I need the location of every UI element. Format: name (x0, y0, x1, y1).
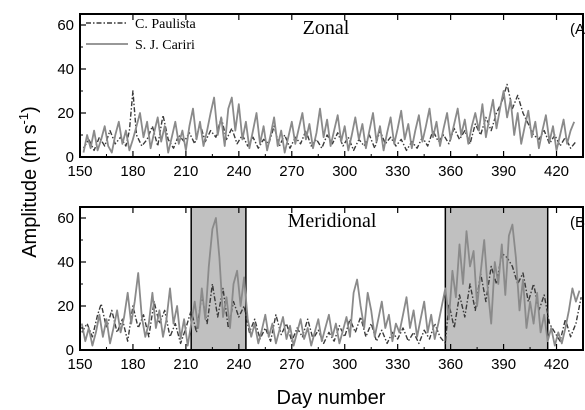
x-tick-label: 360 (438, 356, 463, 373)
x-tick-label: 300 (332, 356, 357, 373)
y-tick-label: 40 (57, 61, 74, 78)
legend-label-cariri: S. J. Cariri (135, 38, 195, 53)
y-tick-label: 0 (66, 342, 74, 359)
x-tick-label: 180 (120, 356, 145, 373)
x-tick-label: 270 (279, 356, 304, 373)
y-tick-label: 0 (66, 149, 74, 166)
panel-a-label: (A) (570, 21, 585, 38)
panel-b-label: (B) (570, 214, 585, 231)
y-tick-label: 20 (57, 298, 74, 315)
y-tick-label: 40 (57, 254, 74, 271)
axis-ticks: 150 180 210 240 270 300 330 360 390 420 0 20 40 60 (57, 14, 569, 180)
x-tick-label: 270 (279, 163, 304, 180)
x-tick-label: 390 (491, 356, 516, 373)
legend-label-paulista: C. Paulista (135, 17, 196, 32)
series-line-paulista (82, 83, 577, 152)
series-line-cariri (80, 217, 581, 347)
legend: C. Paulista S. J. Cariri (86, 17, 196, 53)
x-tick-label: 150 (67, 163, 92, 180)
x-tick-label: 420 (544, 163, 569, 180)
x-tick-label: 180 (120, 163, 145, 180)
shaded-ranges (190, 206, 549, 351)
panel-meridional-frame (79, 206, 584, 351)
x-axis-label: Day number (277, 387, 386, 409)
y-tick-label: 60 (57, 17, 74, 34)
panel-meridional: 150 180 210 240 270 300 330 360 390 420 0 20 40 60 Me… (57, 206, 585, 373)
panel-zonal-frame (79, 13, 584, 158)
x-tick-label: 240 (226, 163, 251, 180)
shaded-range-1 (190, 206, 247, 351)
series-line-cariri (82, 90, 576, 154)
x-tick-label: 330 (385, 356, 410, 373)
panel-zonal-title: Zonal (303, 17, 350, 39)
axis-ticks: 150 180 210 240 270 300 330 360 390 420 0 20 40 60 (57, 207, 569, 373)
x-tick-label: 240 (226, 356, 251, 373)
x-tick-label: 420 (544, 356, 569, 373)
x-tick-label: 330 (385, 163, 410, 180)
y-tick-label: 20 (57, 105, 74, 122)
y-tick-label: 60 (57, 210, 74, 227)
series-group (82, 83, 577, 154)
x-tick-label: 360 (438, 163, 463, 180)
x-tick-label: 210 (173, 356, 198, 373)
y-axis-label: Amplitude (m s-1) (16, 106, 41, 258)
panel-zonal: 150 180 210 240 270 300 330 360 390 420 0 20 40 60 Zo… (57, 13, 585, 180)
series-group (80, 217, 582, 347)
x-tick-label: 390 (491, 163, 516, 180)
x-tick-label: 300 (332, 163, 357, 180)
panel-meridional-title: Meridional (288, 210, 377, 232)
x-tick-label: 210 (173, 163, 198, 180)
x-tick-label: 150 (67, 356, 92, 373)
